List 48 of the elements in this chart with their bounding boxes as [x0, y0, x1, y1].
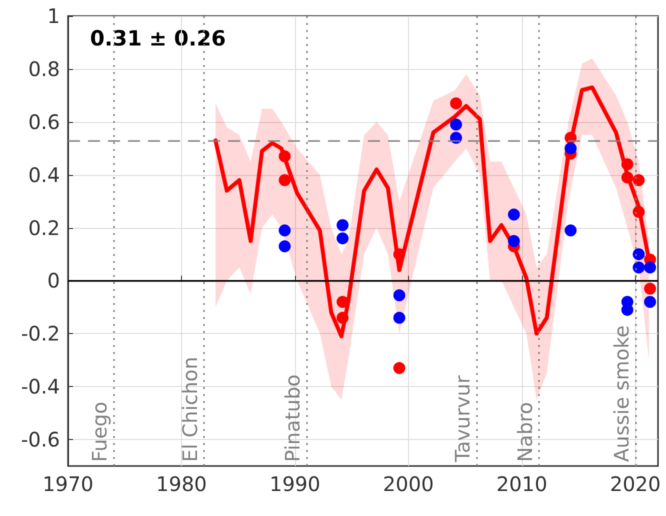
point: [621, 171, 634, 184]
y-tick-label: 0.2: [28, 216, 60, 240]
x-tick-label: 2010: [496, 472, 548, 496]
y-tick-label: 0: [47, 268, 60, 293]
point: [393, 289, 406, 302]
point: [278, 240, 291, 252]
x-tick-label: 1990: [269, 472, 320, 496]
point: [393, 312, 406, 324]
point: [564, 224, 577, 236]
point: [644, 261, 656, 274]
ref-line-label: Fuego: [87, 402, 112, 462]
point: [278, 174, 291, 186]
point: [336, 219, 349, 232]
point: [278, 150, 291, 162]
x-tick-label: 1970: [42, 472, 94, 496]
point: [632, 206, 645, 218]
y-tick-label: -0.2: [20, 322, 60, 346]
ref-line-label: Nabro: [512, 402, 537, 462]
point: [564, 142, 577, 154]
point: [393, 362, 406, 374]
point: [336, 312, 349, 324]
point: [644, 282, 656, 295]
x-tick-label: 2020: [610, 472, 661, 496]
x-tick-label: 1980: [156, 472, 207, 496]
y-tick-label: 0.6: [28, 110, 60, 134]
point: [632, 261, 645, 274]
annotation: 0.31 ± 0.26: [90, 26, 226, 50]
point: [336, 232, 349, 244]
point: [644, 296, 656, 308]
ref-line-label: El Chichon: [178, 356, 202, 462]
point: [632, 174, 645, 186]
point: [632, 248, 645, 260]
y-tick-label: 0.4: [28, 162, 60, 187]
point: [450, 97, 462, 110]
point: [508, 208, 520, 221]
point: [278, 224, 291, 236]
x-tick-label: 2000: [382, 472, 434, 496]
point: [621, 158, 634, 170]
ref-line-label: Tavurvur: [450, 374, 474, 463]
y-tick-label: -0.4: [20, 374, 60, 399]
y-tick-label: 0.8: [28, 56, 60, 81]
y-tick-label: -0.6: [20, 428, 60, 452]
ref-line-label: Pinatubo: [280, 374, 304, 462]
y-tick-label: 1: [47, 4, 60, 28]
ref-line-label: Aussie smoke: [609, 325, 634, 462]
point: [393, 248, 406, 260]
point: [450, 118, 462, 131]
point: [508, 235, 520, 247]
